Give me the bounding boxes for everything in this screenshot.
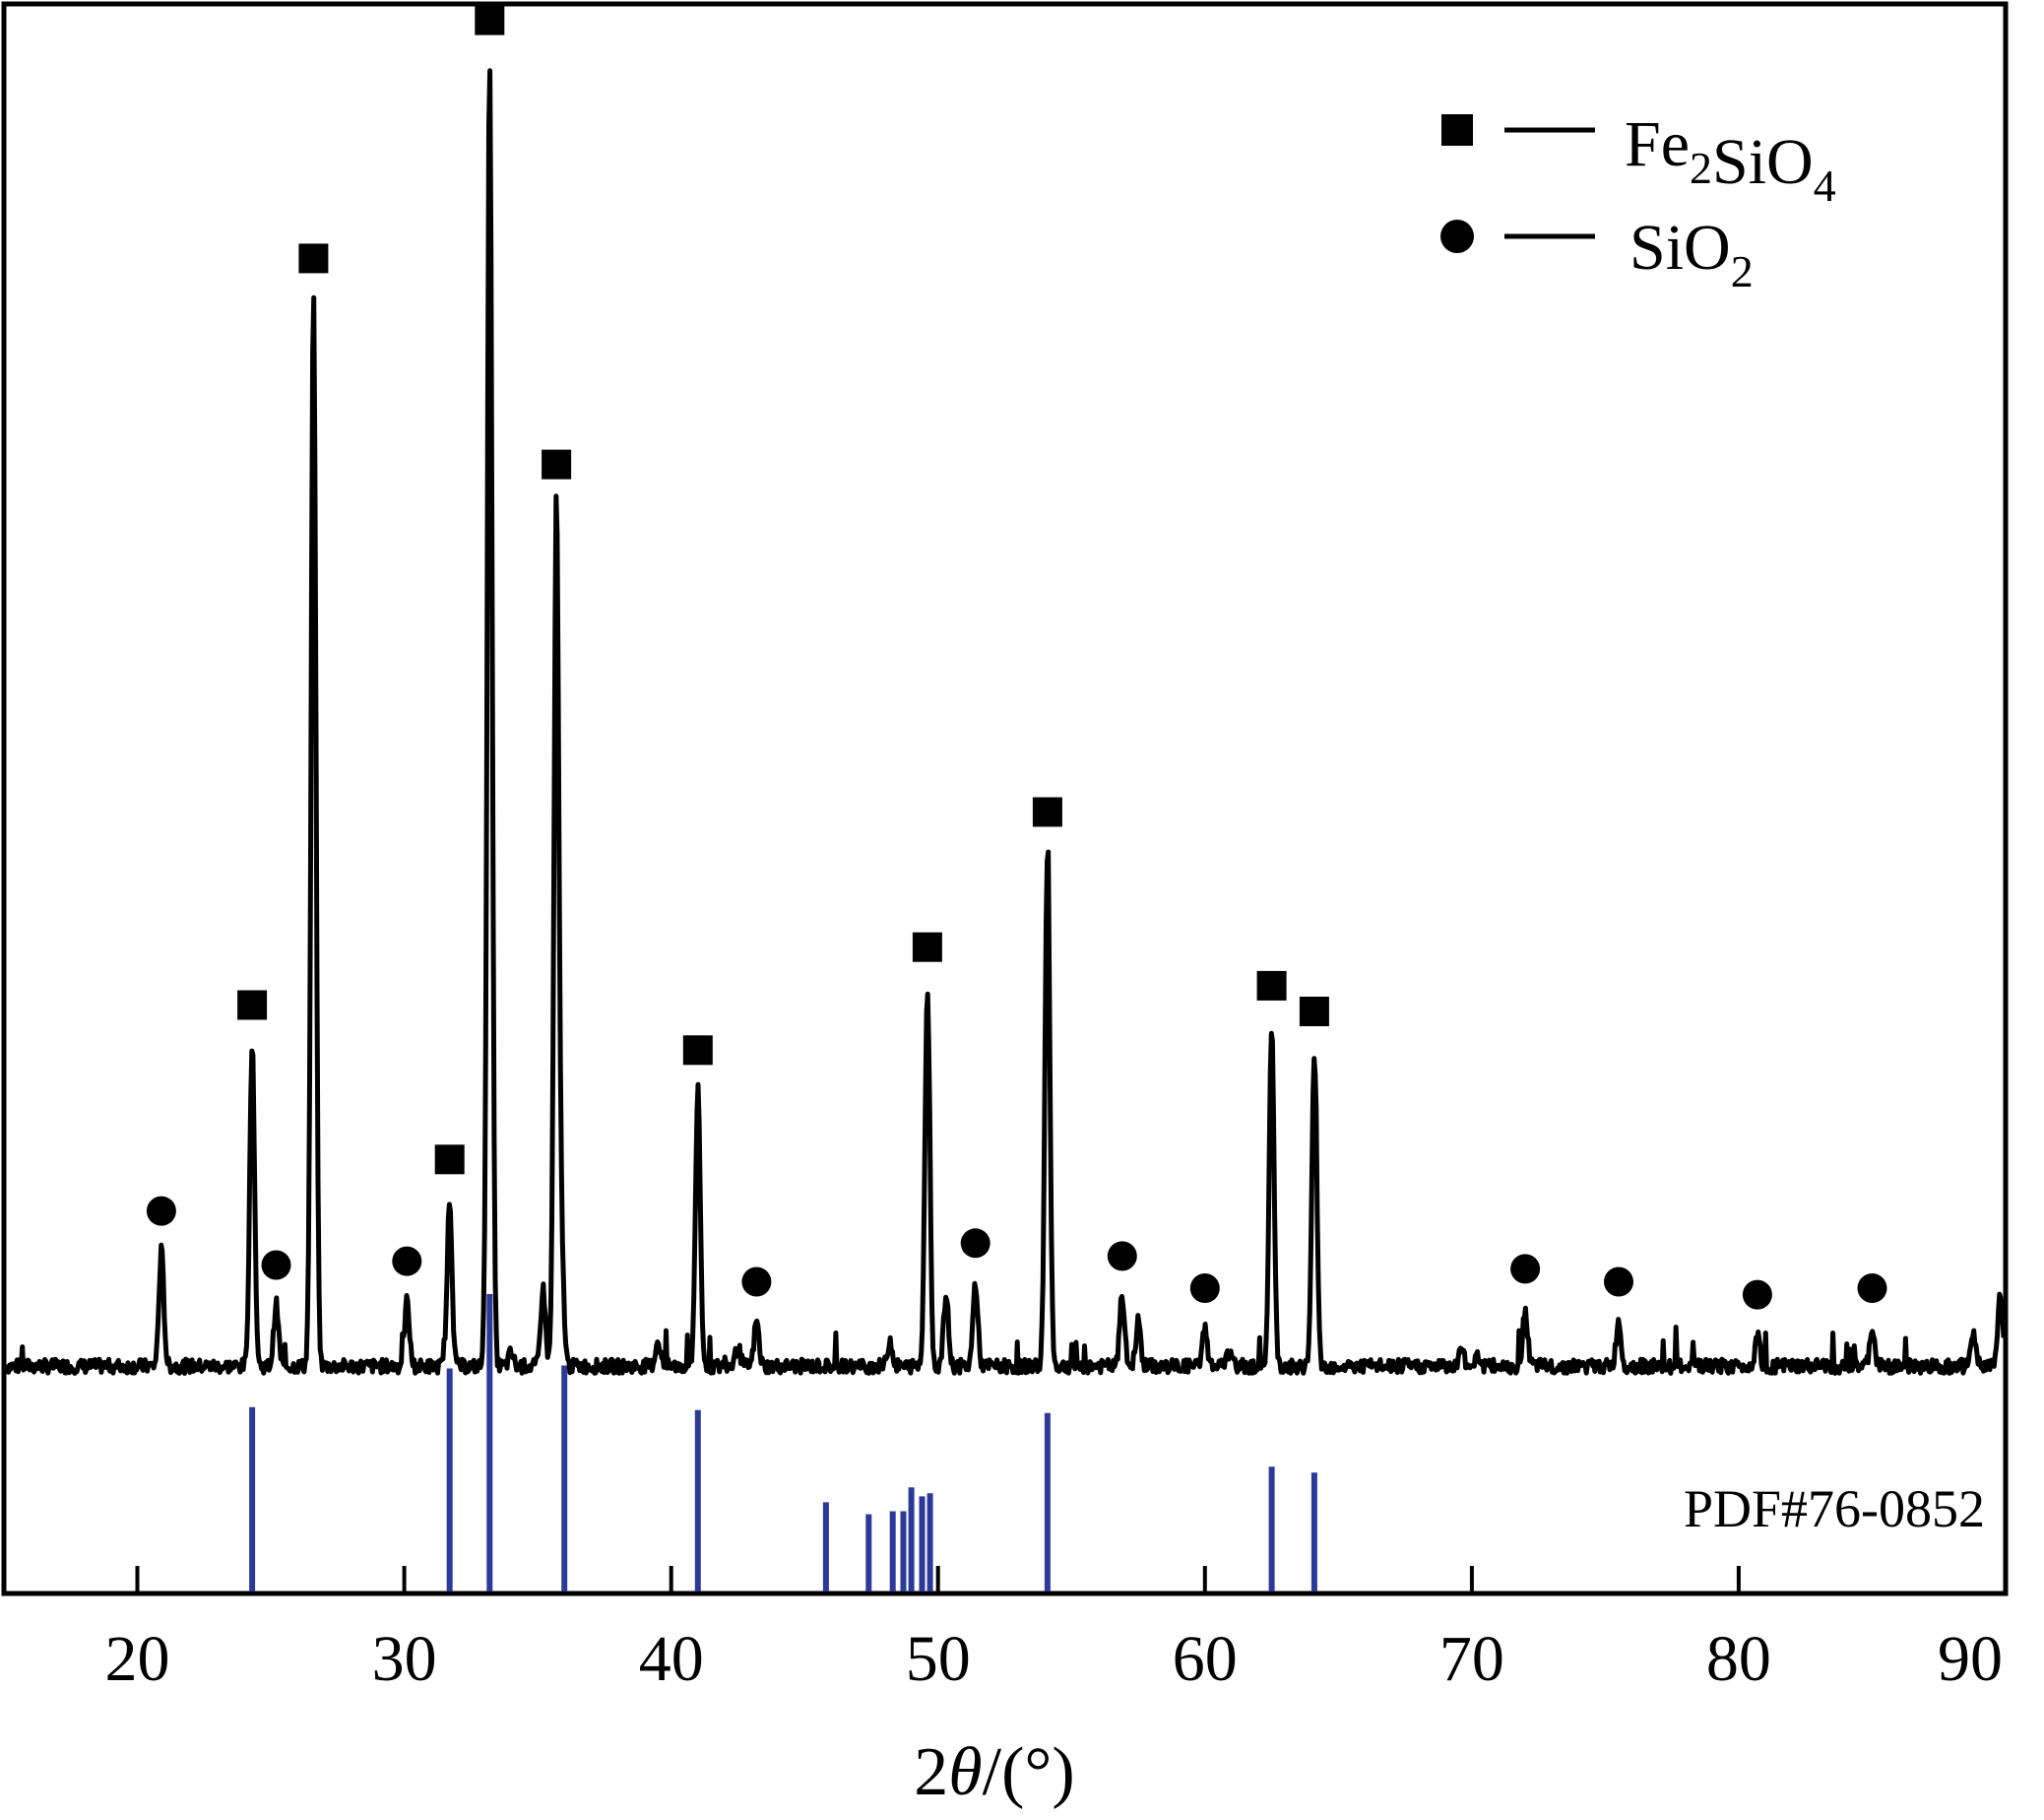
legend-circle-marker (1440, 220, 1474, 253)
x-tick-label: 80 (1706, 1623, 1771, 1695)
x-tick-label: 30 (372, 1623, 437, 1695)
fe2sio4-square-marker (682, 1035, 713, 1066)
x-axis-title: 2θ/(°) (914, 1734, 1074, 1810)
reference-lines (249, 1294, 1317, 1592)
sio2-circle-marker (1604, 1267, 1633, 1297)
sio2-circle-marker (1857, 1273, 1887, 1303)
fe2sio4-square-marker (475, 5, 505, 35)
sio2-circle-marker (1107, 1241, 1137, 1271)
fe2sio4-square-marker (237, 990, 268, 1020)
sio2-circle-marker (146, 1196, 176, 1226)
x-tick-label: 90 (1938, 1623, 2003, 1695)
sio2-circle-marker (1189, 1273, 1220, 1303)
x-tick-label: 50 (906, 1623, 971, 1695)
sio2-circle-marker (392, 1246, 422, 1276)
x-axis-ticks: 20 30 40 50 60 70 80 90 (105, 1566, 2003, 1695)
phase-markers (146, 5, 1887, 1310)
fe2sio4-square-marker (434, 1144, 465, 1175)
x-tick-label: 20 (105, 1623, 170, 1695)
fe2sio4-square-marker (1032, 797, 1062, 827)
sio2-circle-marker (261, 1250, 291, 1280)
legend: Fe2SiO4 SiO2 (1440, 108, 1836, 296)
reference-pattern-label: PDF#76-0852 (1684, 1479, 1985, 1538)
legend-label-fe2sio4: Fe2SiO4 (1625, 108, 1836, 211)
xrd-pattern-line (2, 68, 2007, 1376)
legend-label-sio2: SiO2 (1629, 212, 1754, 296)
fe2sio4-square-marker (1299, 997, 1329, 1026)
fe2sio4-square-marker (542, 449, 572, 480)
x-tick-label: 60 (1173, 1623, 1238, 1695)
sio2-circle-marker (1742, 1279, 1772, 1310)
sio2-circle-marker (960, 1228, 990, 1259)
fe2sio4-square-marker (298, 243, 329, 274)
sio2-circle-marker (1510, 1254, 1541, 1284)
x-tick-label: 70 (1439, 1623, 1504, 1695)
plot-frame (1, 1, 2009, 1596)
legend-square-marker (1441, 114, 1473, 146)
sio2-circle-marker (741, 1267, 772, 1297)
fe2sio4-square-marker (912, 932, 942, 962)
x-tick-label: 40 (639, 1623, 704, 1695)
fe2sio4-square-marker (1256, 970, 1287, 1001)
